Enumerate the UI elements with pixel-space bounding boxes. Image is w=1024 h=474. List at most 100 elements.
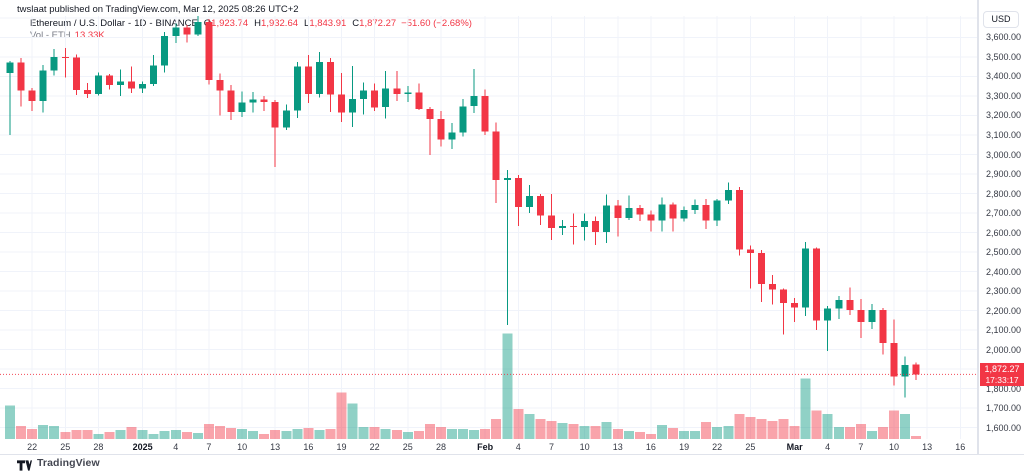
price-axis-label: 1,600.00 — [986, 422, 1022, 433]
candle-body — [94, 75, 102, 94]
volume-bar — [137, 429, 148, 439]
volume-bar — [535, 418, 546, 439]
candle-body — [72, 57, 80, 90]
volume-bar — [855, 423, 866, 439]
price-axis-label: 2,000.00 — [986, 344, 1022, 355]
price-axis-label: 2,100.00 — [986, 325, 1022, 335]
volume-bar — [789, 425, 800, 439]
volume-bar — [469, 429, 480, 439]
candle-body — [757, 252, 765, 284]
time-axis-label: 7 — [548, 442, 555, 452]
candle-body — [106, 75, 113, 86]
candle-body — [680, 210, 688, 219]
candle-body — [360, 90, 368, 100]
time-axis-label: 19 — [679, 442, 690, 452]
candle-body — [227, 90, 235, 112]
volume-bar — [436, 427, 446, 439]
volume-bar — [844, 427, 855, 439]
time-axis-label: 22 — [27, 442, 38, 452]
volume-bar — [314, 429, 325, 439]
ohlc-close: C1,872.27 — [352, 18, 397, 29]
candle-body — [459, 106, 467, 133]
candle-body — [548, 215, 555, 229]
time-axis-label: 4 — [173, 442, 179, 452]
candle-body — [293, 66, 301, 111]
volume-bar — [458, 428, 469, 439]
candle-body — [647, 214, 655, 221]
candle-body — [39, 70, 47, 101]
volume-bar — [866, 430, 877, 439]
volume-bar — [524, 413, 535, 439]
candle-body — [249, 99, 257, 103]
candle-body — [691, 205, 699, 211]
price-axis-label: 3,000.00 — [986, 149, 1022, 160]
currency-unit-button[interactable]: USD — [983, 11, 1019, 28]
candle-body — [912, 364, 920, 375]
volume-bar — [192, 433, 203, 439]
time-axis-label: 4 — [515, 442, 521, 452]
volume-bar — [800, 378, 811, 439]
price-axis-label: 3,400.00 — [986, 71, 1022, 82]
time-axis-label: 13 — [922, 442, 933, 452]
tradingview-brand[interactable]: TradingView — [37, 457, 100, 469]
tradingview-logo-icon[interactable] — [17, 458, 32, 471]
candle-body — [901, 364, 909, 377]
candle-body — [536, 195, 544, 216]
time-axis-label: 2025 — [132, 442, 153, 452]
ohlc-low: L1,843.91 — [304, 18, 347, 29]
candle-body — [581, 221, 589, 228]
price-axis-label: 2,400.00 — [986, 266, 1022, 277]
candle-body — [338, 94, 345, 113]
candle-body — [658, 204, 666, 221]
price-axis-label: 3,100.00 — [986, 129, 1022, 140]
candle-body — [183, 27, 191, 35]
candle-body — [514, 178, 522, 207]
time-axis-label: 28 — [435, 442, 447, 452]
change-value: −51.60 (−2.68%) — [401, 18, 472, 29]
candle-body — [669, 204, 677, 219]
footer-divider — [0, 454, 1024, 455]
candle-body — [481, 95, 489, 132]
time-axis-label: Mar — [786, 442, 803, 452]
volume-bar — [347, 403, 358, 439]
candle-body — [216, 80, 224, 91]
time-axis[interactable]: 22 25 28 2025 4 7 10 13 16 19 22 25 28 Feb 4 7 10 13 16 19 2… — [0, 440, 978, 455]
candle-body — [603, 205, 611, 232]
volume-bar — [281, 430, 292, 439]
candle-body — [879, 309, 887, 344]
volume-bar — [557, 422, 568, 439]
volume-bar — [590, 425, 601, 439]
candle-body — [17, 62, 25, 91]
candle-body — [437, 118, 445, 140]
candle-body — [238, 102, 246, 112]
candle-body — [282, 110, 290, 128]
candle-body — [426, 109, 434, 119]
price-axis-label: 1,800.00 — [986, 383, 1022, 394]
candle-body — [315, 62, 323, 95]
candle-body — [172, 27, 180, 36]
last-price-badge: 1,872.27 17:33:17 — [980, 363, 1024, 387]
candle-body — [835, 299, 843, 309]
time-axis-label: 10 — [579, 442, 590, 452]
legend-separator: - — [128, 18, 132, 29]
time-axis-label: 13 — [270, 442, 281, 452]
volume-bar — [259, 434, 270, 439]
volume-bar — [822, 413, 833, 439]
price-axis-label: 3,300.00 — [986, 90, 1022, 101]
price-axis[interactable]: USD 3,600.00 3,500.00 3,400.00 3,300.00 3,20… — [978, 0, 1024, 455]
candle-body — [150, 65, 158, 85]
volume-bar — [734, 413, 745, 439]
volume-bar — [745, 416, 756, 439]
time-axis-label: 19 — [336, 442, 347, 452]
volume-bar — [303, 428, 314, 439]
candle-body — [50, 56, 58, 71]
exchange-label: BINANCE — [155, 18, 198, 29]
volume-bar — [413, 430, 424, 439]
volume-bar — [336, 392, 347, 439]
candle-body — [492, 131, 500, 180]
volume-bar — [546, 420, 557, 439]
time-axis-label: 25 — [402, 442, 413, 452]
candle-body — [735, 189, 743, 250]
volume-bar — [900, 413, 911, 439]
